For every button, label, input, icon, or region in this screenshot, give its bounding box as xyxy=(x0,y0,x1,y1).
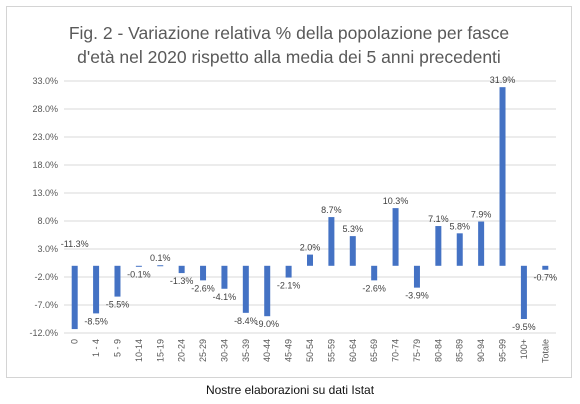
bar xyxy=(478,221,485,266)
category-label: 30-34 xyxy=(219,339,229,362)
category-label: 45-49 xyxy=(284,339,294,362)
category-label: 35-39 xyxy=(241,339,251,362)
category-label: 60-64 xyxy=(348,339,358,362)
y-tick-label: -2.0% xyxy=(34,272,58,282)
category-label: Totale xyxy=(540,339,550,363)
bar xyxy=(456,233,463,266)
category-label: 40-44 xyxy=(262,339,272,362)
bar xyxy=(178,265,185,274)
data-label: -9.0% xyxy=(255,319,279,329)
data-label: -8.5% xyxy=(84,316,108,326)
bar xyxy=(93,265,100,314)
chart-frame: Fig. 2 - Variazione relativa % della pop… xyxy=(6,6,572,378)
category-label: 70-74 xyxy=(391,339,401,362)
bar xyxy=(542,265,549,270)
bar xyxy=(520,265,527,319)
data-label: 10.3% xyxy=(383,196,409,206)
bar xyxy=(221,265,228,289)
data-label: 31.9% xyxy=(490,75,516,85)
bar xyxy=(71,265,78,330)
bar xyxy=(307,254,313,266)
bar xyxy=(157,265,164,267)
bar xyxy=(114,265,121,297)
category-label: 0 xyxy=(70,339,80,344)
bar xyxy=(328,217,335,266)
bar xyxy=(264,265,271,317)
category-label: 80-84 xyxy=(433,339,443,362)
data-label: -1.3% xyxy=(170,276,194,286)
y-tick-label: 28.0% xyxy=(32,104,58,114)
data-label: 5.8% xyxy=(449,221,470,231)
category-label: 50-54 xyxy=(305,339,315,362)
bar xyxy=(200,265,207,281)
data-label: -2.6% xyxy=(191,283,215,293)
y-tick-label: 23.0% xyxy=(32,132,58,142)
category-label: 20-24 xyxy=(177,339,187,362)
category-label: 1 - 4 xyxy=(91,339,101,357)
y-tick-label: 8.0% xyxy=(37,216,58,226)
chart-title-line-1: Fig. 2 - Variazione relativa % della pop… xyxy=(68,23,510,43)
data-label: -4.1% xyxy=(213,292,237,302)
data-label: 5.3% xyxy=(343,224,364,234)
data-label: -9.5% xyxy=(512,322,536,332)
chart-title: Fig. 2 - Variazione relativa % della pop… xyxy=(7,21,571,69)
bar xyxy=(392,208,399,266)
bar xyxy=(285,265,292,278)
y-tick-label: -7.0% xyxy=(34,300,58,310)
data-label: -2.1% xyxy=(277,281,301,291)
y-tick-label: 18.0% xyxy=(32,160,58,170)
data-label: -3.9% xyxy=(405,291,429,301)
data-label: 2.0% xyxy=(300,243,321,253)
y-tick-label: 33.0% xyxy=(32,76,58,86)
category-label: 5 - 9 xyxy=(112,339,122,357)
category-label: 100+ xyxy=(519,339,529,359)
data-label: -5.5% xyxy=(106,300,130,310)
category-label: 10-14 xyxy=(134,339,144,362)
y-tick-label: -12.0% xyxy=(29,328,58,338)
chart-title-line-2: d'età nel 2020 rispetto alla media dei 5… xyxy=(77,47,501,67)
data-label: 0.1% xyxy=(150,253,171,263)
bar xyxy=(413,265,420,288)
category-label: 75-79 xyxy=(412,339,422,362)
bar xyxy=(349,236,356,266)
data-label: -8.4% xyxy=(234,316,258,326)
category-label: 25-29 xyxy=(198,339,208,362)
y-tick-label: 3.0% xyxy=(37,244,58,254)
category-label: 90-94 xyxy=(476,339,486,362)
data-label: -11.3% xyxy=(61,239,89,249)
bar xyxy=(435,226,442,266)
data-label: 7.9% xyxy=(471,210,492,220)
bar xyxy=(499,87,506,266)
y-tick-label: 13.0% xyxy=(32,188,58,198)
data-label: 8.7% xyxy=(321,205,342,215)
category-label: 55-59 xyxy=(326,339,336,362)
source-caption: Nostre elaborazioni su dati Istat xyxy=(205,383,375,397)
bar xyxy=(242,265,249,313)
category-label: 85-89 xyxy=(455,339,465,362)
category-label: 65-69 xyxy=(369,339,379,362)
bar xyxy=(135,265,142,267)
category-label: 15-19 xyxy=(155,339,165,362)
data-label: -2.6% xyxy=(362,283,386,293)
data-label: -0.1% xyxy=(127,269,151,279)
bar xyxy=(371,265,378,281)
category-label: 95-99 xyxy=(498,339,508,362)
data-label: 7.1% xyxy=(428,214,449,224)
data-label: -0.7% xyxy=(534,273,558,283)
